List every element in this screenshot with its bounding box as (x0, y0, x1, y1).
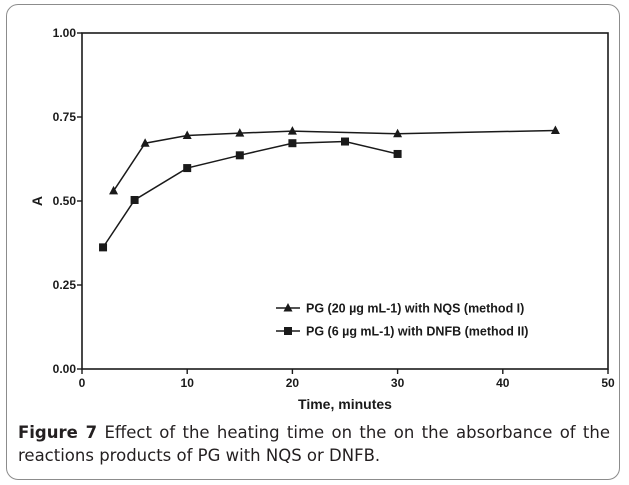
data-point (109, 185, 119, 195)
x-tick-label: 50 (601, 376, 615, 390)
y-tick-label: 0.00 (53, 362, 77, 376)
data-point (183, 164, 192, 173)
legend: PG (20 µg mL-1) with NQS (method I) PG (6… (276, 302, 528, 339)
data-point (288, 139, 297, 148)
data-point (99, 243, 108, 252)
series-2 (99, 137, 402, 252)
data-point (130, 195, 139, 204)
figure-caption: Figure 7 Effect of the heating time on t… (18, 421, 610, 467)
x-tick-label: 10 (181, 376, 195, 390)
figure-frame (6, 4, 620, 480)
data-point (140, 138, 150, 147)
y-tick-label: 0.50 (53, 194, 77, 208)
data-point (341, 137, 349, 146)
x-tick-label: 0 (79, 376, 86, 390)
figure-label: Figure 7 (18, 423, 98, 442)
data-point (235, 128, 245, 137)
data-point (393, 128, 403, 138)
series-1 (109, 125, 560, 195)
legend-marker (283, 303, 293, 312)
x-tick-label: 40 (496, 376, 510, 390)
data-point (182, 130, 192, 139)
x-tick-label: 20 (286, 376, 300, 390)
y-tick-label: 0.75 (53, 110, 77, 124)
x-tick-label: 30 (391, 376, 405, 390)
figure-caption-text: Effect of the heating time on the on the… (18, 423, 610, 465)
legend-marker (284, 327, 292, 335)
data-point (287, 126, 297, 135)
data-point (550, 125, 560, 134)
legend-label: PG (20 µg mL-1) with NQS (method I) (306, 302, 524, 316)
x-axis-label: Time, minutes (298, 396, 392, 412)
series-line (112, 129, 556, 192)
line-chart: 0 10 20 30 40 50 0.00 0.25 0.50 0.75 1.00 Time, min… (29, 26, 615, 412)
series-line (102, 140, 398, 248)
data-point (393, 149, 402, 158)
y-tick-label: 1.00 (53, 26, 77, 40)
plot-area-border (81, 32, 609, 370)
y-axis-label: A (29, 196, 45, 206)
legend-label: PG (6 µg mL-1) with DNFB (method II) (306, 325, 528, 339)
y-tick-label: 0.25 (53, 278, 77, 292)
data-point (235, 151, 244, 160)
